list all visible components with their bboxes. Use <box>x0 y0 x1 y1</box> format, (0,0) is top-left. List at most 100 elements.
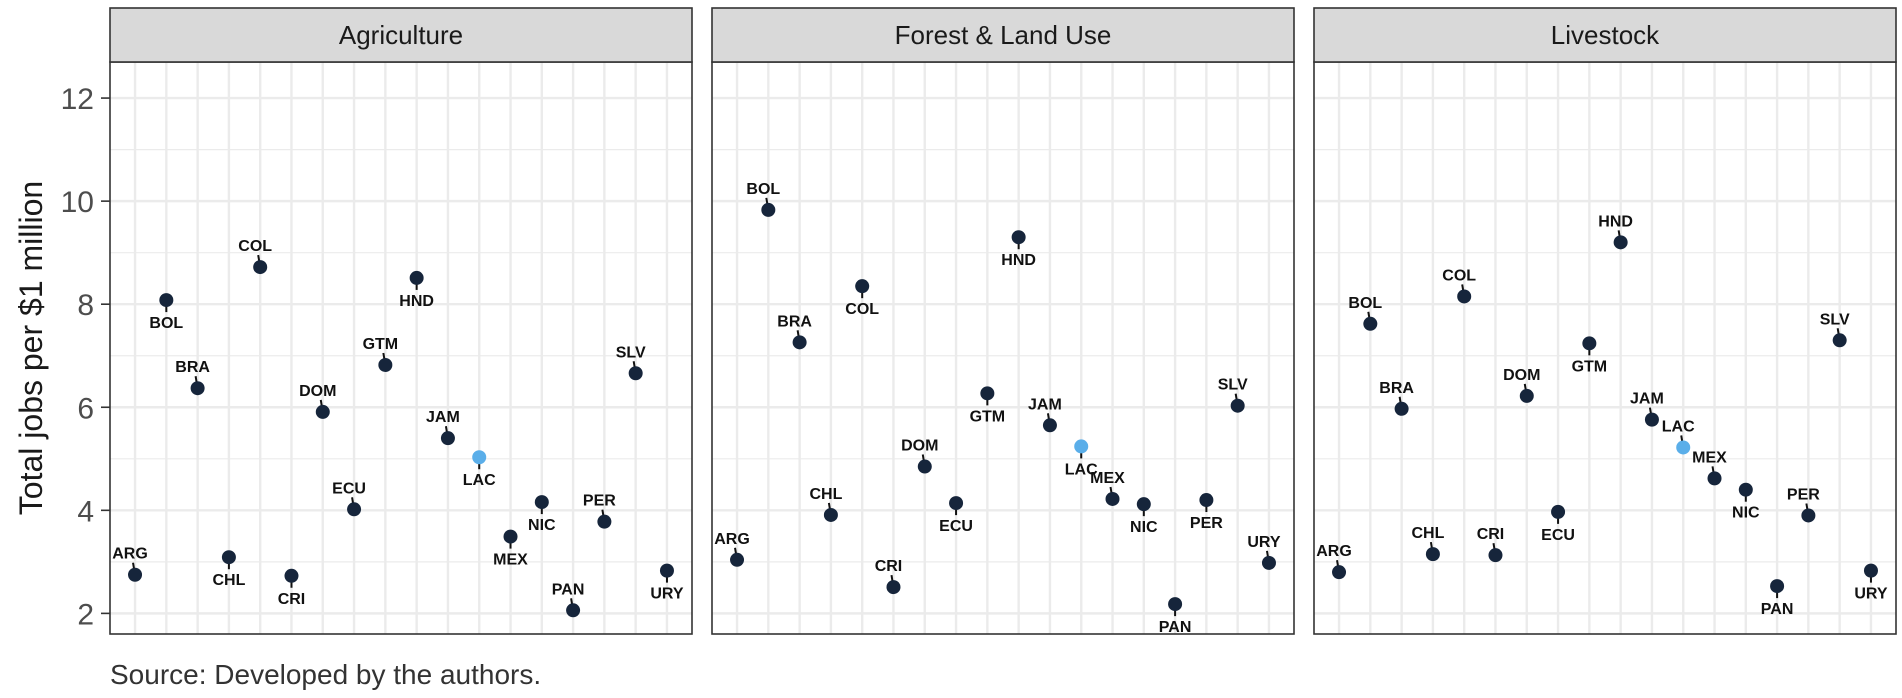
data-point-bol <box>761 202 776 217</box>
point-label-arg: ARG <box>714 531 750 548</box>
data-point-gtm <box>980 386 995 401</box>
data-point-col <box>855 279 870 294</box>
point-label-col: COL <box>845 301 879 318</box>
point-label-lac: LAC <box>463 472 496 489</box>
data-point-arg <box>730 552 745 567</box>
point-label-mex: MEX <box>1692 449 1727 466</box>
point-label-hnd: HND <box>1001 252 1036 269</box>
panel-agriculture: ARG BOL BRA CHL COL CRI DOM ECU GTM HND JAM LAC MEX N… <box>109 7 693 635</box>
point-label-nic: NIC <box>528 517 556 534</box>
y-tick-label: 12 <box>61 83 94 116</box>
point-label-bra: BRA <box>1379 380 1414 397</box>
data-point-hnd <box>409 270 424 285</box>
point-label-hnd: HND <box>399 293 434 310</box>
data-point-dom <box>315 404 330 419</box>
data-point-chl <box>823 507 838 522</box>
data-point-jam <box>1042 418 1057 433</box>
facet-strip-label: Livestock <box>1551 20 1660 50</box>
point-label-pan: PAN <box>1159 619 1192 636</box>
data-point-jam <box>440 431 455 446</box>
data-point-hnd <box>1613 235 1628 250</box>
y-axis-title: Total jobs per $1 million <box>13 181 49 515</box>
point-label-bol: BOL <box>149 315 183 332</box>
point-label-nic: NIC <box>1732 505 1760 522</box>
point-label-slv: SLV <box>1218 377 1248 394</box>
data-point-bol <box>159 293 174 308</box>
y-tick-label: 8 <box>77 289 94 322</box>
y-tick-label: 6 <box>77 392 94 425</box>
data-point-ecu <box>347 502 362 517</box>
data-point-col <box>1457 289 1472 304</box>
data-point-nic <box>1738 482 1753 497</box>
data-point-ecu <box>1551 504 1566 519</box>
point-label-dom: DOM <box>901 438 938 455</box>
facet-strip-label: Forest & Land Use <box>895 20 1112 50</box>
point-label-col: COL <box>1442 267 1476 284</box>
data-point-ecu <box>949 496 964 511</box>
point-label-jam: JAM <box>426 409 460 426</box>
data-point-bra <box>1394 401 1409 416</box>
point-label-pan: PAN <box>552 581 585 598</box>
data-point-dom <box>917 459 932 474</box>
data-point-nic <box>534 495 549 510</box>
data-point-per <box>1199 493 1214 508</box>
point-label-bra: BRA <box>175 359 210 376</box>
point-label-gtm: GTM <box>1572 358 1608 375</box>
data-point-chl <box>221 550 236 565</box>
panel-livestock: ARG BOL BRA CHL COL CRI DOM ECU GTM HND JAM LAC MEX N… <box>1313 7 1897 635</box>
data-point-chl <box>1425 547 1440 562</box>
data-point-per <box>1801 508 1816 523</box>
data-point-pan <box>566 603 581 618</box>
data-point-slv <box>1832 333 1847 348</box>
point-label-gtm: GTM <box>970 408 1006 425</box>
point-label-ecu: ECU <box>1541 527 1575 544</box>
data-point-dom <box>1519 388 1534 403</box>
panel-background <box>712 62 1294 634</box>
y-tick-label: 2 <box>77 598 94 631</box>
data-point-jam <box>1644 412 1659 427</box>
facet-strip <box>1313 7 1897 63</box>
data-point-ury <box>659 563 674 578</box>
point-label-per: PER <box>1787 486 1820 503</box>
point-label-mex: MEX <box>493 552 528 569</box>
data-point-bra <box>792 335 807 350</box>
point-label-dom: DOM <box>299 383 336 400</box>
data-point-per <box>597 514 612 529</box>
point-label-ury: URY <box>1854 586 1888 603</box>
data-point-lac <box>1074 439 1089 454</box>
point-label-ury: URY <box>1247 534 1281 551</box>
source-caption: Source: Developed by the authors. <box>110 659 541 690</box>
point-label-bra: BRA <box>777 313 812 330</box>
point-label-gtm: GTM <box>363 336 399 353</box>
data-point-ury <box>1261 555 1276 570</box>
panel-background <box>1314 62 1896 634</box>
data-point-mex <box>503 529 518 544</box>
facet-strip-label: Agriculture <box>339 20 463 50</box>
data-point-arg <box>128 567 143 582</box>
data-point-bra <box>190 381 205 396</box>
point-label-lac: LAC <box>1065 461 1098 478</box>
data-point-slv <box>1230 398 1245 413</box>
data-point-cri <box>886 580 901 595</box>
panels-layer: ARG BOL BRA CHL COL CRI DOM ECU GTM HND JAM LAC MEX N… <box>109 7 1897 636</box>
point-label-dom: DOM <box>1503 367 1540 384</box>
point-label-nic: NIC <box>1130 519 1158 536</box>
point-label-arg: ARG <box>112 546 148 563</box>
point-label-cri: CRI <box>875 558 903 575</box>
facet-strip <box>711 7 1295 63</box>
data-point-cri <box>1488 548 1503 563</box>
point-label-bol: BOL <box>746 181 780 198</box>
point-label-col: COL <box>238 238 272 255</box>
point-label-ecu: ECU <box>939 518 973 535</box>
data-point-lac <box>1676 440 1691 455</box>
y-axis: 2 4 6 8 10 12 <box>61 83 110 631</box>
point-label-bol: BOL <box>1348 295 1382 312</box>
data-point-nic <box>1136 497 1151 512</box>
panel-background <box>110 62 692 634</box>
point-label-ury: URY <box>650 586 684 603</box>
point-label-slv: SLV <box>1820 311 1850 328</box>
point-label-lac: LAC <box>1662 418 1695 435</box>
point-label-chl: CHL <box>212 572 245 589</box>
